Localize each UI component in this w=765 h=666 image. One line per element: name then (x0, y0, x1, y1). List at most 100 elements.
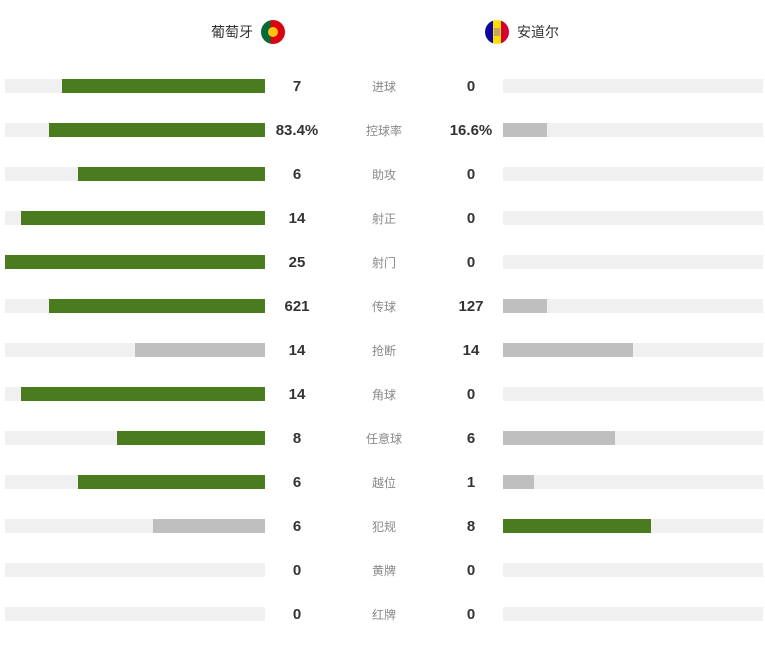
stats-container: 葡萄牙 安道尔 7进球083.4%控球率16.6%6助攻014射正025射门06… (5, 20, 765, 626)
stat-row: 6越位1 (5, 470, 765, 494)
away-bar-track (503, 563, 763, 577)
stat-row: 14抢断14 (5, 338, 765, 362)
stat-label: 控球率 (329, 122, 439, 139)
home-bar-track (5, 431, 265, 445)
stat-label: 角球 (329, 386, 439, 403)
home-bar-track (5, 607, 265, 621)
stat-label: 进球 (329, 78, 439, 95)
home-bar-fill (5, 255, 265, 269)
stats-body: 7进球083.4%控球率16.6%6助攻014射正025射门0621传球1271… (5, 74, 765, 626)
stat-label: 红牌 (329, 606, 439, 623)
home-value: 83.4% (265, 122, 329, 139)
stat-label: 任意球 (329, 430, 439, 447)
away-value: 0 (439, 606, 503, 623)
home-bar-track (5, 167, 265, 181)
away-team: 安道尔 (485, 20, 559, 44)
home-bar-fill (49, 299, 265, 313)
away-bar-track (503, 475, 763, 489)
home-bar-track (5, 519, 265, 533)
home-bar-track (5, 79, 265, 93)
stat-row: 0黄牌0 (5, 558, 765, 582)
away-value: 0 (439, 254, 503, 271)
stat-label: 犯规 (329, 518, 439, 535)
away-value: 6 (439, 430, 503, 447)
stat-row: 83.4%控球率16.6% (5, 118, 765, 142)
home-team-name: 葡萄牙 (211, 22, 253, 42)
away-value: 16.6% (439, 122, 503, 139)
stat-label: 助攻 (329, 166, 439, 183)
home-value: 14 (265, 210, 329, 227)
home-bar-fill (135, 343, 265, 357)
home-value: 7 (265, 78, 329, 95)
away-value: 0 (439, 166, 503, 183)
stat-row: 621传球127 (5, 294, 765, 318)
home-value: 6 (265, 518, 329, 535)
home-value: 0 (265, 562, 329, 579)
away-value: 14 (439, 342, 503, 359)
stat-row: 8任意球6 (5, 426, 765, 450)
away-bar-fill (503, 519, 651, 533)
home-value: 0 (265, 606, 329, 623)
away-value: 0 (439, 210, 503, 227)
away-bar-track (503, 167, 763, 181)
home-bar-track (5, 123, 265, 137)
home-bar-fill (78, 475, 265, 489)
stat-row: 25射门0 (5, 250, 765, 274)
stat-label: 黄牌 (329, 562, 439, 579)
away-bar-track (503, 299, 763, 313)
home-value: 6 (265, 166, 329, 183)
away-bar-track (503, 387, 763, 401)
home-value: 14 (265, 386, 329, 403)
away-value: 0 (439, 78, 503, 95)
away-bar-fill (503, 343, 633, 357)
away-bar-track (503, 79, 763, 93)
away-value: 1 (439, 474, 503, 491)
away-bar-track (503, 123, 763, 137)
stat-label: 射正 (329, 210, 439, 227)
home-bar-fill (62, 79, 265, 93)
home-team: 葡萄牙 (211, 20, 285, 44)
stat-label: 抢断 (329, 342, 439, 359)
stat-row: 6犯规8 (5, 514, 765, 538)
home-value: 25 (265, 254, 329, 271)
stat-row: 14角球0 (5, 382, 765, 406)
away-bar-track (503, 519, 763, 533)
home-bar-fill (153, 519, 265, 533)
home-bar-track (5, 475, 265, 489)
stat-row: 7进球0 (5, 74, 765, 98)
home-value: 14 (265, 342, 329, 359)
home-value: 6 (265, 474, 329, 491)
away-value: 0 (439, 562, 503, 579)
stat-label: 传球 (329, 298, 439, 315)
stat-row: 6助攻0 (5, 162, 765, 186)
stat-row: 14射正0 (5, 206, 765, 230)
home-bar-track (5, 563, 265, 577)
teams-header: 葡萄牙 安道尔 (5, 20, 765, 44)
away-bar-fill (503, 431, 615, 445)
home-bar-fill (21, 387, 265, 401)
stat-row: 0红牌0 (5, 602, 765, 626)
away-value: 0 (439, 386, 503, 403)
home-bar-track (5, 299, 265, 313)
away-value: 127 (439, 298, 503, 315)
andorra-flag-icon (485, 20, 509, 44)
away-bar-track (503, 211, 763, 225)
home-bar-track (5, 211, 265, 225)
away-bar-track (503, 343, 763, 357)
home-bar-fill (49, 123, 265, 137)
away-bar-track (503, 431, 763, 445)
home-bar-fill (117, 431, 265, 445)
away-bar-fill (503, 299, 547, 313)
stat-label: 越位 (329, 474, 439, 491)
away-bar-fill (503, 475, 534, 489)
home-bar-fill (78, 167, 265, 181)
portugal-flag-icon (261, 20, 285, 44)
home-bar-track (5, 343, 265, 357)
home-bar-fill (21, 211, 265, 225)
away-bar-fill (503, 123, 547, 137)
home-value: 8 (265, 430, 329, 447)
away-bar-track (503, 255, 763, 269)
away-value: 8 (439, 518, 503, 535)
home-bar-track (5, 387, 265, 401)
away-bar-track (503, 607, 763, 621)
